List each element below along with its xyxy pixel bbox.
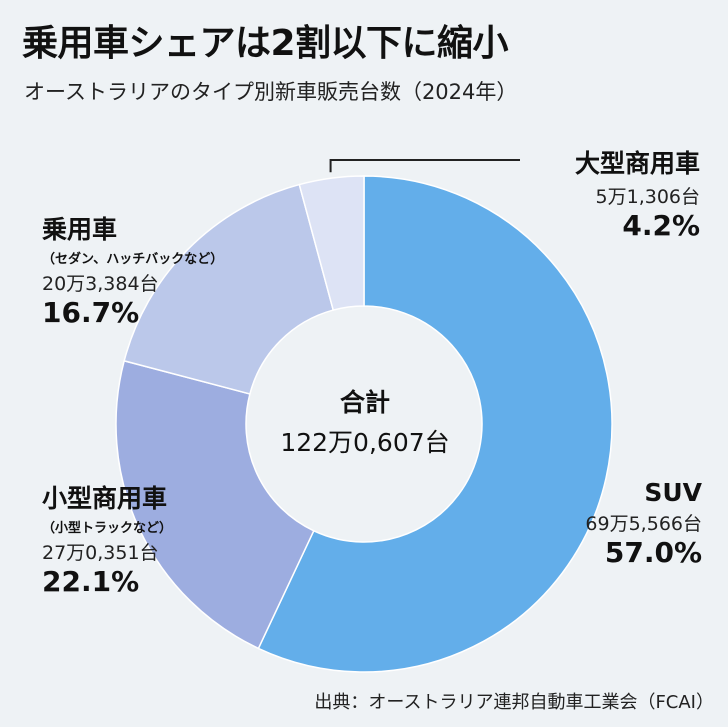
center-label: 合計 bbox=[339, 388, 390, 417]
slice-label-heavy-commercial: 大型商用車 5万1,306台 4.2% bbox=[575, 144, 700, 242]
slice-light-commercial bbox=[115, 359, 315, 650]
chart-title: 乗用車シェアは2割以下に縮小 bbox=[22, 23, 509, 64]
slice-name: SUV bbox=[644, 478, 702, 507]
slice-percent: 16.7% bbox=[42, 296, 140, 329]
slice-name: 大型商用車 bbox=[574, 149, 700, 178]
slice-count: 27万0,351台 bbox=[42, 542, 159, 564]
slice-label-light-commercial: 小型商用車 （小型トラックなど） 27万0,351台 22.1% bbox=[42, 479, 172, 598]
slice-count: 20万3,384台 bbox=[42, 273, 159, 295]
slice-name: 小型商用車 bbox=[42, 484, 168, 513]
center-value: 122万0,607台 bbox=[280, 428, 450, 457]
slice-count: 5万1,306台 bbox=[595, 186, 700, 208]
slice-percent: 4.2% bbox=[622, 209, 700, 242]
slice-sub: （小型トラックなど） bbox=[42, 521, 173, 536]
center-total: 合計 122万0,607台 bbox=[255, 383, 475, 459]
source-note: 出典：オーストラリア連邦自動車工業会（FCAI） bbox=[314, 692, 714, 713]
chart-subtitle: オーストラリアのタイプ別新車販売台数（2024年） bbox=[24, 80, 518, 104]
slice-suv bbox=[257, 175, 613, 673]
slice-percent: 22.1% bbox=[42, 565, 140, 598]
slice-sub: （セダン、ハッチバックなど） bbox=[42, 252, 224, 267]
leader-line bbox=[329, 159, 520, 173]
slice-passenger bbox=[123, 183, 335, 395]
slice-label-suv: SUV 69万5,566台 57.0% bbox=[585, 478, 702, 569]
slice-percent: 57.0% bbox=[604, 536, 702, 569]
slice-heavy-commercial bbox=[298, 175, 365, 312]
slice-count: 69万5,566台 bbox=[585, 513, 702, 535]
slice-label-passenger: 乗用車 （セダン、ハッチバックなど） 20万3,384台 16.7% bbox=[42, 210, 223, 329]
slice-name: 乗用車 bbox=[42, 215, 118, 244]
